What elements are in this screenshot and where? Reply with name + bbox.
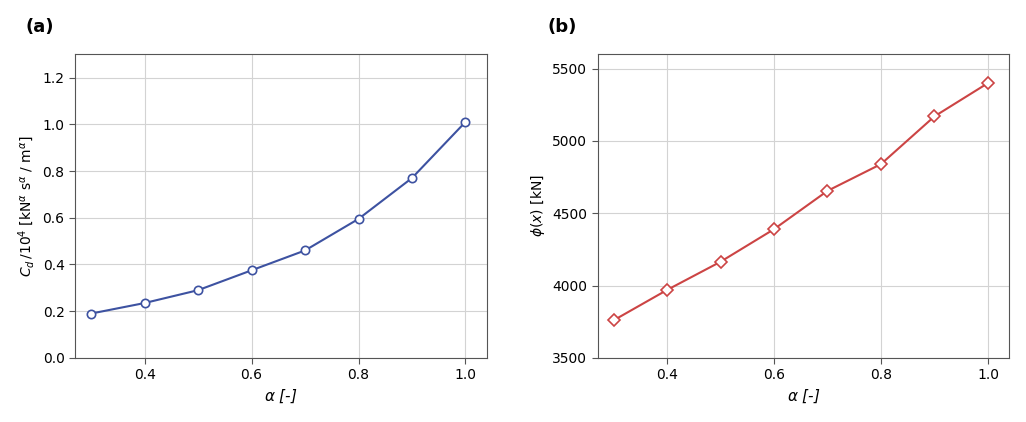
Text: (a): (a) — [26, 18, 54, 36]
Y-axis label: $\phi(x)$ [kN]: $\phi(x)$ [kN] — [528, 175, 547, 238]
Text: (b): (b) — [548, 18, 577, 36]
X-axis label: $\alpha$ [-]: $\alpha$ [-] — [787, 388, 820, 406]
Y-axis label: $C_d\,/10^4$ [kN$^{\alpha}$ s$^{\alpha}$ / m$^{\alpha}$]: $C_d\,/10^4$ [kN$^{\alpha}$ s$^{\alpha}$… — [16, 135, 37, 277]
X-axis label: $\alpha$ [-]: $\alpha$ [-] — [264, 388, 298, 406]
